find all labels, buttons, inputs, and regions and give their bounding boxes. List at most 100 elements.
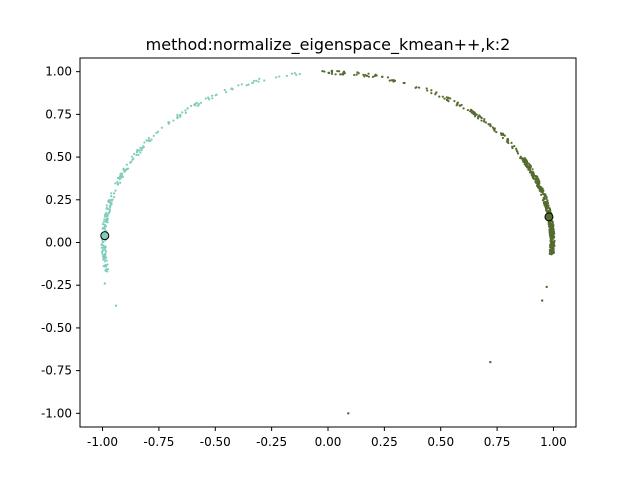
- data-point: [489, 123, 492, 126]
- data-point: [160, 126, 163, 129]
- data-point: [295, 73, 298, 76]
- data-point: [102, 220, 105, 223]
- data-point: [334, 73, 337, 76]
- data-point: [150, 138, 153, 141]
- data-point: [140, 148, 143, 152]
- data-point: [167, 121, 170, 124]
- data-point: [116, 176, 120, 180]
- data-point: [547, 220, 550, 224]
- data-point: [529, 164, 532, 167]
- data-point: [258, 77, 261, 81]
- data-point: [339, 73, 342, 76]
- y-tick-label: -0.75: [41, 364, 72, 378]
- y-tick-label: 0.75: [45, 107, 72, 121]
- data-point: [470, 108, 473, 112]
- data-point: [330, 72, 334, 75]
- x-tick-label: 1.00: [540, 435, 567, 449]
- data-point: [106, 263, 109, 266]
- data-point: [551, 248, 554, 251]
- data-point: [388, 79, 391, 82]
- data-point: [525, 166, 529, 169]
- data-point: [240, 83, 243, 86]
- data-point: [548, 225, 551, 228]
- data-point: [532, 171, 535, 175]
- data-point: [538, 182, 541, 185]
- data-point: [375, 74, 378, 77]
- data-point: [102, 265, 105, 268]
- data-point: [402, 81, 405, 85]
- data-point: [125, 163, 128, 166]
- data-point: [527, 168, 530, 171]
- y-tick-label: -0.25: [41, 278, 72, 292]
- data-point: [119, 176, 122, 179]
- data-point: [263, 79, 266, 82]
- data-point: [551, 252, 554, 255]
- data-point: [543, 204, 546, 207]
- data-point: [285, 74, 288, 77]
- data-point: [207, 96, 210, 99]
- data-point: [231, 88, 234, 91]
- data-point: [118, 178, 121, 181]
- x-tick-label: 0.75: [484, 435, 511, 449]
- data-point: [247, 83, 250, 86]
- data-point: [545, 209, 548, 212]
- data-point: [323, 70, 326, 73]
- data-point: [106, 221, 109, 224]
- data-point: [522, 159, 525, 162]
- data-point: [330, 69, 333, 73]
- data-point: [147, 139, 150, 142]
- data-point: [353, 73, 356, 77]
- data-point: [434, 91, 438, 94]
- data-point: [116, 182, 119, 185]
- data-point: [136, 150, 139, 153]
- data-point: [179, 113, 182, 117]
- data-point: [550, 223, 553, 226]
- data-point: [453, 99, 456, 103]
- centroid-layer: [100, 212, 554, 241]
- data-point: [108, 201, 111, 204]
- data-point: [426, 89, 429, 92]
- data-point: [551, 231, 554, 234]
- data-point: [298, 72, 301, 76]
- data-point: [110, 195, 113, 198]
- data-point: [124, 169, 127, 172]
- data-point: [278, 75, 281, 78]
- data-point: [495, 131, 498, 134]
- data-point: [456, 101, 459, 104]
- data-point: [176, 113, 179, 117]
- data-point: [487, 123, 490, 126]
- cluster-centroid: [100, 231, 110, 241]
- y-tick-label: 0.50: [45, 150, 72, 164]
- data-point: [130, 155, 134, 158]
- data-point: [186, 107, 189, 110]
- data-point: [541, 192, 545, 196]
- data-point: [529, 171, 533, 174]
- data-point: [549, 232, 553, 235]
- data-point: [103, 225, 107, 228]
- data-point: [356, 71, 359, 74]
- data-point: [113, 192, 116, 195]
- data-point: [100, 243, 103, 246]
- data-point: [119, 173, 122, 176]
- data-point: [540, 193, 543, 196]
- data-point: [477, 115, 480, 119]
- data-point: [132, 157, 135, 160]
- data-point: [475, 113, 478, 116]
- data-point: [534, 178, 537, 181]
- x-tick-label: 0.00: [315, 435, 342, 449]
- data-point: [251, 81, 254, 84]
- data-point: [211, 97, 214, 100]
- data-point: [449, 97, 452, 100]
- data-point: [550, 227, 553, 230]
- data-point: [132, 152, 136, 155]
- data-point: [483, 117, 486, 121]
- data-point: [172, 119, 175, 122]
- data-point: [443, 97, 446, 100]
- data-point: [208, 98, 211, 101]
- data-point: [139, 146, 142, 149]
- data-point: [544, 193, 547, 196]
- data-point: [549, 240, 552, 243]
- data-point: [102, 255, 105, 258]
- data-point: [342, 71, 345, 74]
- data-point: [551, 241, 554, 245]
